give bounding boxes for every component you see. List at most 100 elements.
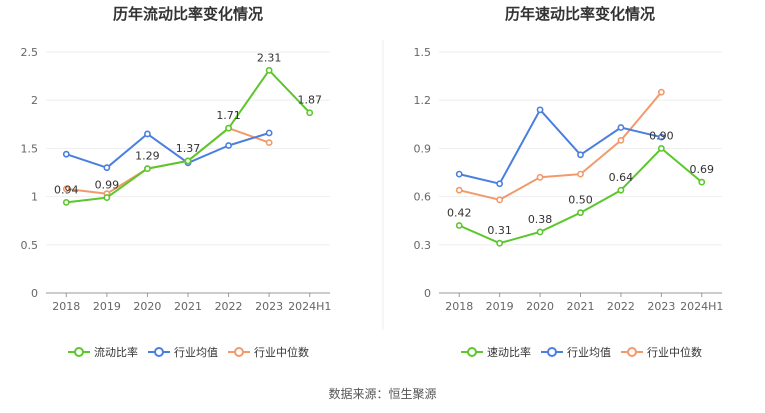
y-tick-label: 0.3 bbox=[414, 239, 432, 252]
legend-item: 行业均值 bbox=[541, 346, 611, 359]
data-label: 0.99 bbox=[95, 179, 120, 192]
data-point bbox=[265, 139, 273, 147]
data-point bbox=[306, 109, 314, 117]
data-point bbox=[617, 186, 625, 194]
data-label: 1.37 bbox=[176, 142, 201, 155]
x-tick-label: 2018 bbox=[445, 300, 473, 313]
data-point bbox=[225, 142, 232, 149]
legend-item: 行业中位数 bbox=[621, 345, 702, 359]
data-point bbox=[577, 209, 584, 217]
series-3 bbox=[455, 88, 665, 204]
data-label: 2.31 bbox=[257, 51, 282, 64]
data-point bbox=[103, 164, 111, 172]
chart-title: 历年流动比率变化情况 bbox=[113, 5, 263, 23]
legend-label: 速动比率 bbox=[487, 345, 531, 359]
chart-2: 历年速动比率变化情况 0 0.3 0.6 0.9 1.2 1.5 2018 2019 2020 20… bbox=[414, 5, 724, 359]
data-point bbox=[496, 196, 504, 204]
y-tick-label: 0.6 bbox=[414, 191, 432, 204]
y-tick-label: 1.2 bbox=[414, 94, 432, 107]
data-point bbox=[536, 228, 544, 236]
chart-1: 历年流动比率变化情况 0 0.5 1 1.5 2 2.5 2018 2019 2020 2021 20… bbox=[21, 5, 332, 359]
legend-item: 速动比率 bbox=[461, 345, 531, 359]
x-tick-label: 2023 bbox=[255, 300, 283, 313]
data-label: 1.71 bbox=[216, 109, 241, 122]
data-point bbox=[62, 150, 70, 158]
series-1: 0.94 0.99 1.29 1.37 1.71 2.31 1.87 bbox=[54, 51, 322, 206]
data-point bbox=[144, 130, 151, 138]
legend-label: 行业中位数 bbox=[254, 345, 309, 359]
legend-marker-icon bbox=[467, 347, 477, 357]
y-tick-label: 1.5 bbox=[414, 46, 432, 59]
data-source: 数据来源：恒生聚源 bbox=[328, 387, 437, 401]
data-label: 0.50 bbox=[568, 194, 593, 207]
data-point bbox=[536, 173, 544, 181]
x-tick-label: 2019 bbox=[93, 300, 121, 313]
data-point bbox=[455, 170, 463, 178]
legend-label: 流动比率 bbox=[94, 345, 138, 359]
data-label: 0.31 bbox=[487, 224, 512, 237]
y-tick-label: 2 bbox=[31, 94, 38, 107]
y-tick-label: 0 bbox=[424, 287, 431, 300]
legend-item: 行业均值 bbox=[148, 346, 218, 359]
data-point bbox=[536, 106, 544, 114]
x-tick-label: 2024H1 bbox=[288, 300, 331, 313]
legend-label: 行业均值 bbox=[174, 346, 218, 359]
data-point bbox=[62, 198, 70, 206]
data-point bbox=[657, 133, 665, 141]
x-tick-label: 2023 bbox=[647, 300, 675, 313]
data-label: 0.38 bbox=[528, 213, 553, 226]
y-tick-label: 0.5 bbox=[21, 239, 39, 252]
data-point bbox=[577, 151, 584, 159]
series-1: 0.42 0.31 0.38 0.50 0.64 0.90 0.69 bbox=[447, 129, 714, 247]
data-label: 0.90 bbox=[649, 129, 674, 142]
data-point bbox=[617, 124, 625, 131]
x-tick-label: 2021 bbox=[174, 300, 202, 313]
data-point bbox=[496, 180, 504, 188]
legend-label: 行业均值 bbox=[567, 346, 611, 359]
series-line bbox=[65, 132, 270, 169]
x-tick-label: 2018 bbox=[52, 300, 80, 313]
data-point bbox=[657, 88, 665, 96]
series-line bbox=[458, 91, 663, 201]
data-point bbox=[657, 144, 665, 152]
data-point bbox=[455, 186, 463, 194]
data-point bbox=[265, 66, 273, 74]
data-point bbox=[225, 124, 232, 132]
data-label: 0.94 bbox=[54, 183, 79, 196]
data-point bbox=[496, 239, 504, 247]
legend-marker-icon bbox=[627, 347, 637, 357]
x-tick-label: 2020 bbox=[133, 300, 161, 313]
legend-marker-icon bbox=[547, 347, 557, 357]
legend-label: 行业中位数 bbox=[647, 345, 702, 359]
data-label: 0.64 bbox=[609, 171, 634, 184]
x-tick-label: 2024H1 bbox=[680, 300, 723, 313]
data-label: 1.87 bbox=[297, 94, 322, 107]
y-tick-label: 1 bbox=[31, 191, 38, 204]
x-tick-label: 2022 bbox=[607, 300, 635, 313]
series-line bbox=[458, 108, 662, 185]
data-point bbox=[62, 185, 70, 193]
x-tick-label: 2022 bbox=[215, 300, 243, 313]
legend-item: 流动比率 bbox=[68, 345, 138, 359]
data-point bbox=[455, 222, 463, 229]
y-tick-label: 0.9 bbox=[414, 142, 432, 155]
data-point bbox=[103, 194, 111, 201]
legend-marker-icon bbox=[234, 347, 244, 357]
chart-title: 历年速动比率变化情况 bbox=[505, 5, 655, 23]
y-tick-label: 2.5 bbox=[21, 46, 39, 59]
data-point bbox=[577, 170, 584, 178]
data-label: 1.29 bbox=[135, 150, 160, 163]
data-point bbox=[617, 136, 625, 144]
x-tick-label: 2021 bbox=[567, 300, 595, 313]
data-point bbox=[184, 157, 192, 165]
data-label: 0.42 bbox=[447, 207, 472, 220]
x-tick-label: 2020 bbox=[526, 300, 554, 313]
series-2 bbox=[455, 106, 665, 188]
x-tick-label: 2019 bbox=[486, 300, 514, 313]
y-tick-label: 0 bbox=[31, 287, 38, 300]
data-point bbox=[144, 165, 151, 173]
data-point bbox=[698, 178, 706, 186]
legend-item: 行业中位数 bbox=[228, 345, 309, 359]
